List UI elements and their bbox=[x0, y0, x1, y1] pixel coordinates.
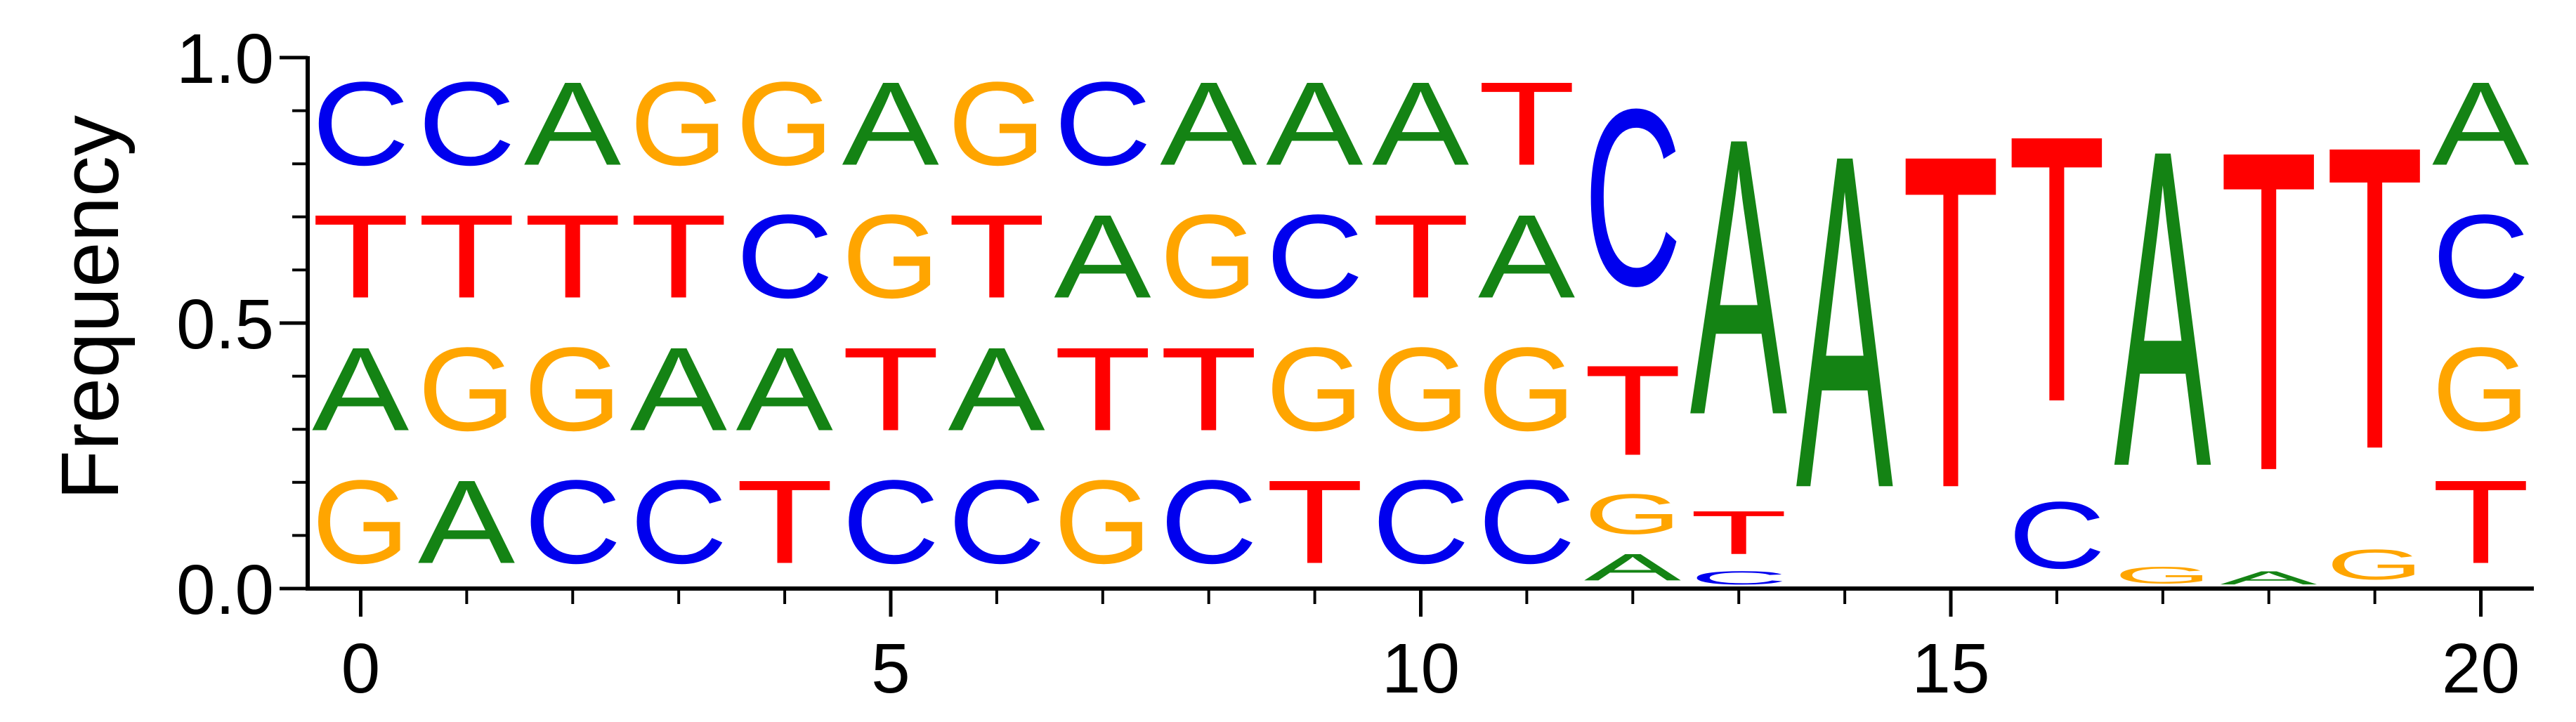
logo-letter-A: A bbox=[2220, 567, 2317, 589]
logo-letter-C: C bbox=[1372, 456, 1470, 589]
logo-letter-T: T bbox=[1372, 190, 1470, 323]
logo-letter-T: T bbox=[1902, 55, 2000, 588]
logo-letter-C: C bbox=[842, 456, 940, 589]
logo-letter-T: T bbox=[418, 190, 516, 323]
logo-letter-A: A bbox=[948, 323, 1045, 456]
logo-letter-C: C bbox=[1478, 456, 1576, 589]
logo-letter-C: C bbox=[2008, 483, 2106, 589]
logo-letter-C: C bbox=[2432, 190, 2530, 323]
logo-letter-T: T bbox=[1478, 58, 1576, 190]
logo-letter-A: A bbox=[1690, 55, 1788, 497]
logo-glyphs: GATCAGTCCGTACATGTACGCTGACATGGTACCTGATGCA… bbox=[312, 55, 2530, 589]
logo-letter-G: G bbox=[2326, 541, 2424, 589]
logo-letter-G: G bbox=[1478, 322, 1576, 456]
logo-letter-T: T bbox=[2432, 456, 2530, 589]
logo-letter-T: T bbox=[2220, 56, 2317, 566]
y-tick-label: 0.0 bbox=[176, 551, 274, 629]
logo-letter-A: A bbox=[418, 456, 515, 589]
logo-letter-C: C bbox=[524, 456, 622, 589]
logo-letter-T: T bbox=[1584, 339, 1682, 483]
logo-letter-G: G bbox=[630, 57, 728, 190]
logo-letter-T: T bbox=[312, 190, 410, 323]
logo-letter-C: C bbox=[948, 456, 1045, 589]
logo-letter-T: T bbox=[630, 190, 728, 323]
logo-letter-C: C bbox=[418, 58, 516, 190]
logo-letter-T: T bbox=[2008, 57, 2106, 482]
logo-letter-G: G bbox=[312, 455, 410, 589]
logo-letter-C: C bbox=[736, 190, 834, 323]
logo-letter-A: A bbox=[312, 323, 409, 456]
logo-letter-A: A bbox=[524, 58, 621, 190]
logo-letter-G: G bbox=[948, 57, 1045, 190]
x-tick-label: 15 bbox=[1911, 629, 1989, 708]
logo-letter-A: A bbox=[630, 323, 727, 456]
logo-letter-G: G bbox=[1372, 322, 1470, 456]
logo-letter-C: C bbox=[630, 456, 728, 589]
logo-letter-C: C bbox=[1054, 58, 1151, 190]
logo-letter-T: T bbox=[1690, 498, 1788, 567]
logo-letter-A: A bbox=[736, 323, 833, 456]
logo-letter-T: T bbox=[948, 190, 1045, 323]
logo-letter-A: A bbox=[2432, 58, 2529, 190]
logo-letter-G: G bbox=[1054, 455, 1151, 589]
logo-letter-T: T bbox=[842, 323, 940, 456]
y-tick-label: 0.5 bbox=[176, 285, 274, 364]
x-tick-label: 10 bbox=[1382, 629, 1460, 708]
logo-letter-C: C bbox=[1266, 190, 1364, 323]
logo-letter-C: C bbox=[1160, 456, 1257, 589]
logo-letter-G: G bbox=[1266, 322, 1364, 456]
y-tick-label: 1.0 bbox=[176, 20, 274, 98]
logo-letter-T: T bbox=[1160, 323, 1257, 456]
logo-letter-T: T bbox=[1054, 323, 1151, 456]
x-tick-label: 20 bbox=[2442, 629, 2520, 708]
logo-letter-T: T bbox=[2326, 55, 2424, 540]
logo-letter-C: C bbox=[312, 58, 410, 190]
logo-letter-A: A bbox=[1584, 546, 1681, 589]
y-axis-label: Frequency bbox=[44, 115, 136, 500]
logo-letter-G: G bbox=[2114, 562, 2211, 589]
logo-letter-A: A bbox=[1160, 58, 1257, 190]
logo-letter-T: T bbox=[1266, 456, 1364, 589]
logo-letter-A: A bbox=[842, 58, 939, 190]
logo-letter-A: A bbox=[1478, 190, 1575, 323]
logo-letter-A: A bbox=[1054, 190, 1151, 323]
logo-letter-T: T bbox=[736, 456, 834, 589]
logo-letter-G: G bbox=[2432, 322, 2530, 456]
logo-letter-A: A bbox=[1372, 58, 1469, 190]
x-tick-label: 5 bbox=[871, 629, 910, 708]
logo-letter-G: G bbox=[736, 57, 834, 190]
logo-letter-A: A bbox=[1266, 58, 1363, 190]
logo-letter-G: G bbox=[842, 190, 940, 323]
logo-letter-G: G bbox=[1160, 190, 1257, 323]
logo-letter-C: C bbox=[1690, 567, 1788, 589]
logo-letter-G: G bbox=[1584, 483, 1682, 546]
logo-letter-T: T bbox=[524, 190, 622, 323]
logo-letter-G: G bbox=[418, 322, 516, 456]
axes: 0.0 0.5 1.0 0 5 10 15 20 bbox=[176, 20, 2534, 708]
logo-letter-G: G bbox=[524, 322, 622, 456]
logo-letter-A: A bbox=[1796, 56, 1894, 588]
logo-letter-A: A bbox=[2114, 56, 2211, 561]
logo-letter-C: C bbox=[1584, 57, 1682, 339]
x-tick-label: 0 bbox=[341, 629, 381, 708]
